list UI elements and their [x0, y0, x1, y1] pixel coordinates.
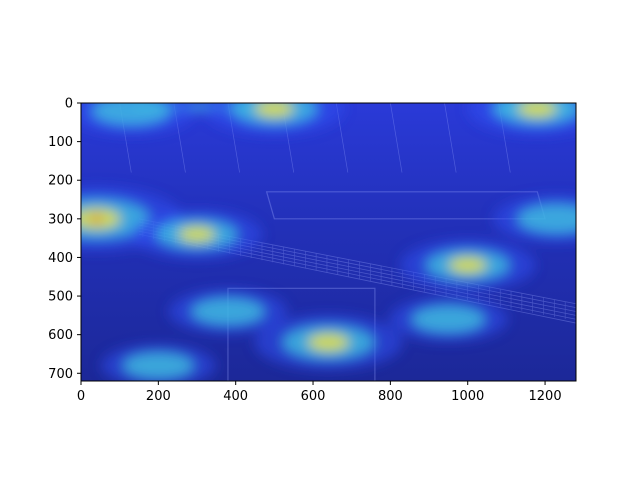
hotspot-warm — [307, 333, 350, 352]
y-tick-label: 500 — [48, 290, 73, 305]
y-tick-label: 100 — [48, 135, 73, 150]
x-tick-label: 200 — [146, 389, 171, 404]
hotspot-mid — [411, 305, 486, 334]
scene-structure — [444, 103, 457, 173]
hotspot-layer — [81, 103, 576, 381]
y-tick-label: 200 — [48, 174, 73, 189]
x-tick-label: 1200 — [529, 389, 562, 404]
x-tick-label: 1000 — [451, 389, 484, 404]
hotspot-warm — [517, 103, 557, 118]
scene-structure — [390, 103, 403, 173]
hotspot-peak — [92, 214, 101, 223]
plot-area — [80, 102, 577, 382]
x-tick-label: 600 — [301, 389, 326, 404]
hotspot-warm — [254, 103, 294, 118]
y-axis: 0 100 200 300 400 500 600 700 — [48, 97, 81, 382]
hotspot-mid — [122, 351, 195, 380]
hotspot-band — [135, 103, 263, 111]
hotspot-mid — [516, 203, 576, 234]
hotspot-mid — [190, 297, 266, 326]
hotspot-warm — [178, 226, 216, 243]
hotspot-warm — [81, 208, 121, 230]
hotspot-warm — [448, 256, 487, 274]
x-axis: 0 200 400 600 800 1000 1200 — [77, 381, 562, 404]
y-tick-label: 600 — [48, 328, 73, 343]
x-tick-label: 400 — [223, 389, 248, 404]
plot-frame — [80, 102, 577, 382]
y-tick-label: 300 — [48, 212, 73, 227]
y-tick-label: 700 — [48, 367, 73, 382]
x-tick-label: 800 — [378, 389, 403, 404]
hotspot-mid — [91, 103, 171, 126]
y-tick-label: 0 — [65, 97, 73, 112]
y-tick-label: 400 — [48, 251, 73, 266]
x-tick-label: 0 — [77, 389, 85, 404]
